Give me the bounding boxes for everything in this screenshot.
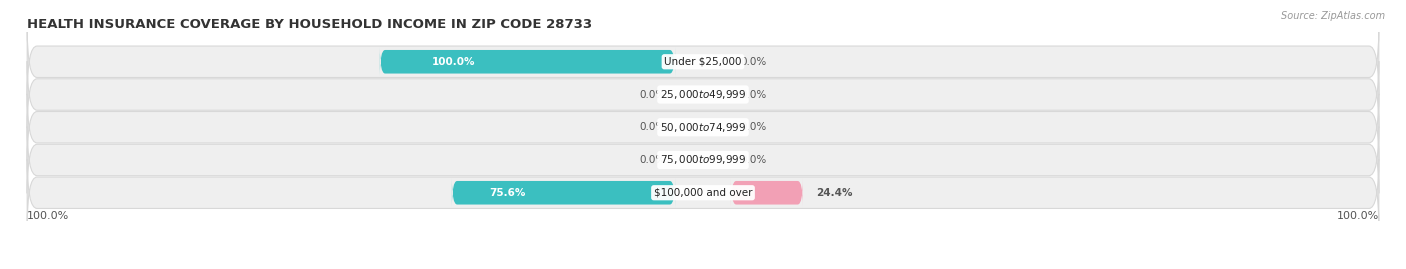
FancyBboxPatch shape xyxy=(731,178,803,207)
Text: Source: ZipAtlas.com: Source: ZipAtlas.com xyxy=(1281,11,1385,21)
Text: 100.0%: 100.0% xyxy=(27,211,69,221)
Text: 0.0%: 0.0% xyxy=(638,155,665,165)
FancyBboxPatch shape xyxy=(27,94,1379,161)
FancyBboxPatch shape xyxy=(27,159,1379,226)
FancyBboxPatch shape xyxy=(451,178,675,207)
FancyBboxPatch shape xyxy=(27,127,1379,193)
FancyBboxPatch shape xyxy=(27,61,1379,128)
Text: Under $25,000: Under $25,000 xyxy=(664,57,742,67)
Text: $50,000 to $74,999: $50,000 to $74,999 xyxy=(659,121,747,134)
Text: 0.0%: 0.0% xyxy=(741,122,768,132)
Text: 0.0%: 0.0% xyxy=(638,122,665,132)
Text: 0.0%: 0.0% xyxy=(741,57,768,67)
Text: $25,000 to $49,999: $25,000 to $49,999 xyxy=(659,88,747,101)
Text: HEALTH INSURANCE COVERAGE BY HOUSEHOLD INCOME IN ZIP CODE 28733: HEALTH INSURANCE COVERAGE BY HOUSEHOLD I… xyxy=(27,18,592,31)
FancyBboxPatch shape xyxy=(380,47,675,76)
Text: 75.6%: 75.6% xyxy=(489,188,526,198)
Text: 0.0%: 0.0% xyxy=(638,90,665,100)
Text: 0.0%: 0.0% xyxy=(741,90,768,100)
Text: $75,000 to $99,999: $75,000 to $99,999 xyxy=(659,154,747,167)
Text: 0.0%: 0.0% xyxy=(741,155,768,165)
Text: 24.4%: 24.4% xyxy=(815,188,852,198)
Text: $100,000 and over: $100,000 and over xyxy=(654,188,752,198)
Text: 100.0%: 100.0% xyxy=(432,57,475,67)
Text: 100.0%: 100.0% xyxy=(1337,211,1379,221)
FancyBboxPatch shape xyxy=(27,28,1379,95)
